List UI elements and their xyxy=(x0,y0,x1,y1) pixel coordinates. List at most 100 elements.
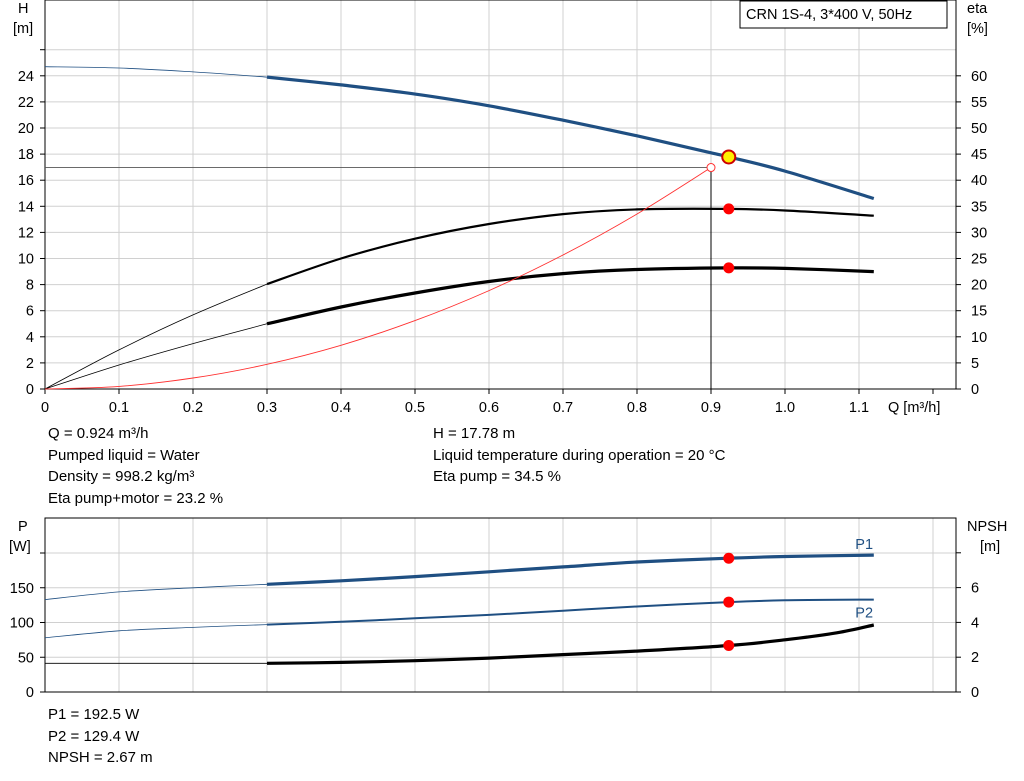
duty-point-head xyxy=(721,149,737,165)
eta-pump-curve xyxy=(266,207,874,286)
duty-point-npsh xyxy=(723,640,735,652)
h-tick-label: 10 xyxy=(18,252,34,268)
top-chart-curves xyxy=(44,66,875,390)
npsh-curve xyxy=(266,623,875,665)
eta-pump-readout: Eta pump = 34.5 % xyxy=(433,468,561,485)
npsh-tick-label: 2 xyxy=(971,650,979,666)
duty-point-eta-pump xyxy=(723,203,735,215)
npsh-tick-label: 6 xyxy=(971,581,979,597)
top-chart-ticks: 0 0.1 0.2 0.3 0.4 0.5 0.6 0.7 0.8 0.9 1.0 1.1024681… xyxy=(18,49,987,416)
duty-point-p2 xyxy=(723,596,735,608)
p2-series-label: P2 xyxy=(855,606,873,622)
head-readout: H = 17.78 m xyxy=(433,425,516,442)
p-tick-label: 50 xyxy=(18,650,34,666)
head-curve xyxy=(266,75,875,201)
eta-pump-curve-extension xyxy=(44,283,268,390)
eta-tick-label: 10 xyxy=(971,330,987,346)
h-tick-label: 4 xyxy=(26,330,34,346)
h-tick-label: 0 xyxy=(26,382,34,398)
eta-tick-label: 20 xyxy=(971,278,987,294)
chart-title: CRN 1S-4, 3*400 V, 50Hz xyxy=(746,7,912,23)
pumped-liquid-readout: Pumped liquid = Water xyxy=(48,446,200,464)
eta-tick-label: 60 xyxy=(971,69,987,85)
p1-readout: P1 = 192.5 W xyxy=(48,706,140,723)
power-info: P1 = 192.5 W P2 = 129.4 W NPSH = 2.67 m xyxy=(48,704,153,769)
top-chart-grid xyxy=(45,0,956,389)
p-axis-unit: [W] xyxy=(9,539,31,555)
eta-tick-label: 15 xyxy=(971,304,987,320)
h-tick-label: 8 xyxy=(26,278,34,294)
p-axis-label: P xyxy=(18,519,28,535)
h-tick-label: 12 xyxy=(18,225,34,241)
p2-curve-extension xyxy=(44,624,268,639)
head-efficiency-chart: 0 0.1 0.2 0.3 0.4 0.5 0.6 0.7 0.8 0.9 1.0 1.1024681… xyxy=(13,0,988,416)
power-npsh-chart: 0 50 100 150 0 2 4 6 P1 P2 P [W] NPSH [m] xyxy=(9,517,1007,701)
eta-tick-label: 0 xyxy=(971,382,979,398)
system-curve xyxy=(44,167,712,390)
h-axis-unit: [m] xyxy=(13,21,33,37)
x-tick-label: 0 xyxy=(41,400,49,416)
eta-tick-label: 45 xyxy=(971,147,987,163)
duty-info-right: H = 17.78 m Liquid temperature during op… xyxy=(433,423,725,488)
x-tick-label: 0.3 xyxy=(257,400,277,416)
p-tick-label: 100 xyxy=(10,616,34,632)
liquid-temperature-readout: Liquid temperature during operation = 20… xyxy=(433,446,726,464)
duty-point-eta-pump-motor xyxy=(723,262,735,274)
eta-pump-motor-curve xyxy=(266,266,874,326)
bottom-chart-frame xyxy=(44,517,957,693)
npsh-tick-label: 4 xyxy=(971,615,979,631)
npsh-tick-label: 0 xyxy=(971,685,979,701)
h-tick-label: 22 xyxy=(18,95,34,111)
x-tick-label: 0.8 xyxy=(627,400,647,416)
eta-tick-label: 40 xyxy=(971,173,987,189)
npsh-axis-label: NPSH xyxy=(967,519,1007,535)
h-tick-label: 20 xyxy=(18,121,34,137)
p1-series-label: P1 xyxy=(855,537,873,553)
eta-pump-motor-readout: Eta pump+motor = 23.2 % xyxy=(48,489,224,507)
title-box xyxy=(739,0,948,29)
eta-axis-unit: [%] xyxy=(967,21,988,37)
h-tick-label: 18 xyxy=(18,147,34,163)
x-tick-label: 1.0 xyxy=(775,400,795,416)
x-tick-label: 0.1 xyxy=(109,400,129,416)
x-tick-label: 0.5 xyxy=(405,400,425,416)
p1-curve-extension xyxy=(44,583,268,600)
density-readout: Density = 998.2 kg/m³ xyxy=(48,468,195,485)
npsh-axis-unit: [m] xyxy=(980,539,1000,555)
h-tick-label: 16 xyxy=(18,173,34,189)
x-tick-label: 0.6 xyxy=(479,400,499,416)
p2-readout: P2 = 129.4 W xyxy=(48,727,140,745)
h-tick-label: 14 xyxy=(18,199,34,215)
eta-tick-label: 35 xyxy=(971,199,987,215)
x-tick-label: 0.4 xyxy=(331,400,351,416)
top-chart-frame xyxy=(44,0,957,390)
p-tick-label: 150 xyxy=(10,581,34,597)
bottom-chart-curves: P1 P2 xyxy=(44,537,875,665)
flow-readout: Q = 0.924 m³/h xyxy=(48,425,149,442)
p2-curve xyxy=(266,598,874,626)
q-axis-label: Q [m³/h] xyxy=(888,400,940,416)
h-tick-label: 6 xyxy=(26,304,34,320)
x-tick-label: 0.2 xyxy=(183,400,203,416)
bottom-chart-duty-points xyxy=(723,552,735,652)
reference-point-marker xyxy=(706,163,716,173)
x-tick-label: 0.7 xyxy=(553,400,573,416)
eta-tick-label: 5 xyxy=(971,356,979,372)
head-curve-extension xyxy=(44,66,268,78)
eta-tick-label: 30 xyxy=(971,225,987,241)
h-tick-label: 2 xyxy=(26,356,34,372)
bottom-chart-grid xyxy=(45,518,956,692)
bottom-chart-ticks: 0 50 100 150 0 2 4 6 xyxy=(10,552,979,701)
eta-tick-label: 55 xyxy=(971,95,987,111)
eta-tick-label: 50 xyxy=(971,121,987,137)
eta-tick-label: 25 xyxy=(971,252,987,268)
eta-axis-label: eta xyxy=(967,1,988,17)
eta-pump-motor-curve-extension xyxy=(44,323,268,390)
h-tick-label: 24 xyxy=(18,69,34,85)
x-tick-label: 0.9 xyxy=(701,400,721,416)
p-tick-label: 0 xyxy=(26,685,34,701)
npsh-readout: NPSH = 2.67 m xyxy=(48,749,153,766)
top-chart-duty-points xyxy=(721,149,737,274)
p1-curve xyxy=(266,553,874,586)
